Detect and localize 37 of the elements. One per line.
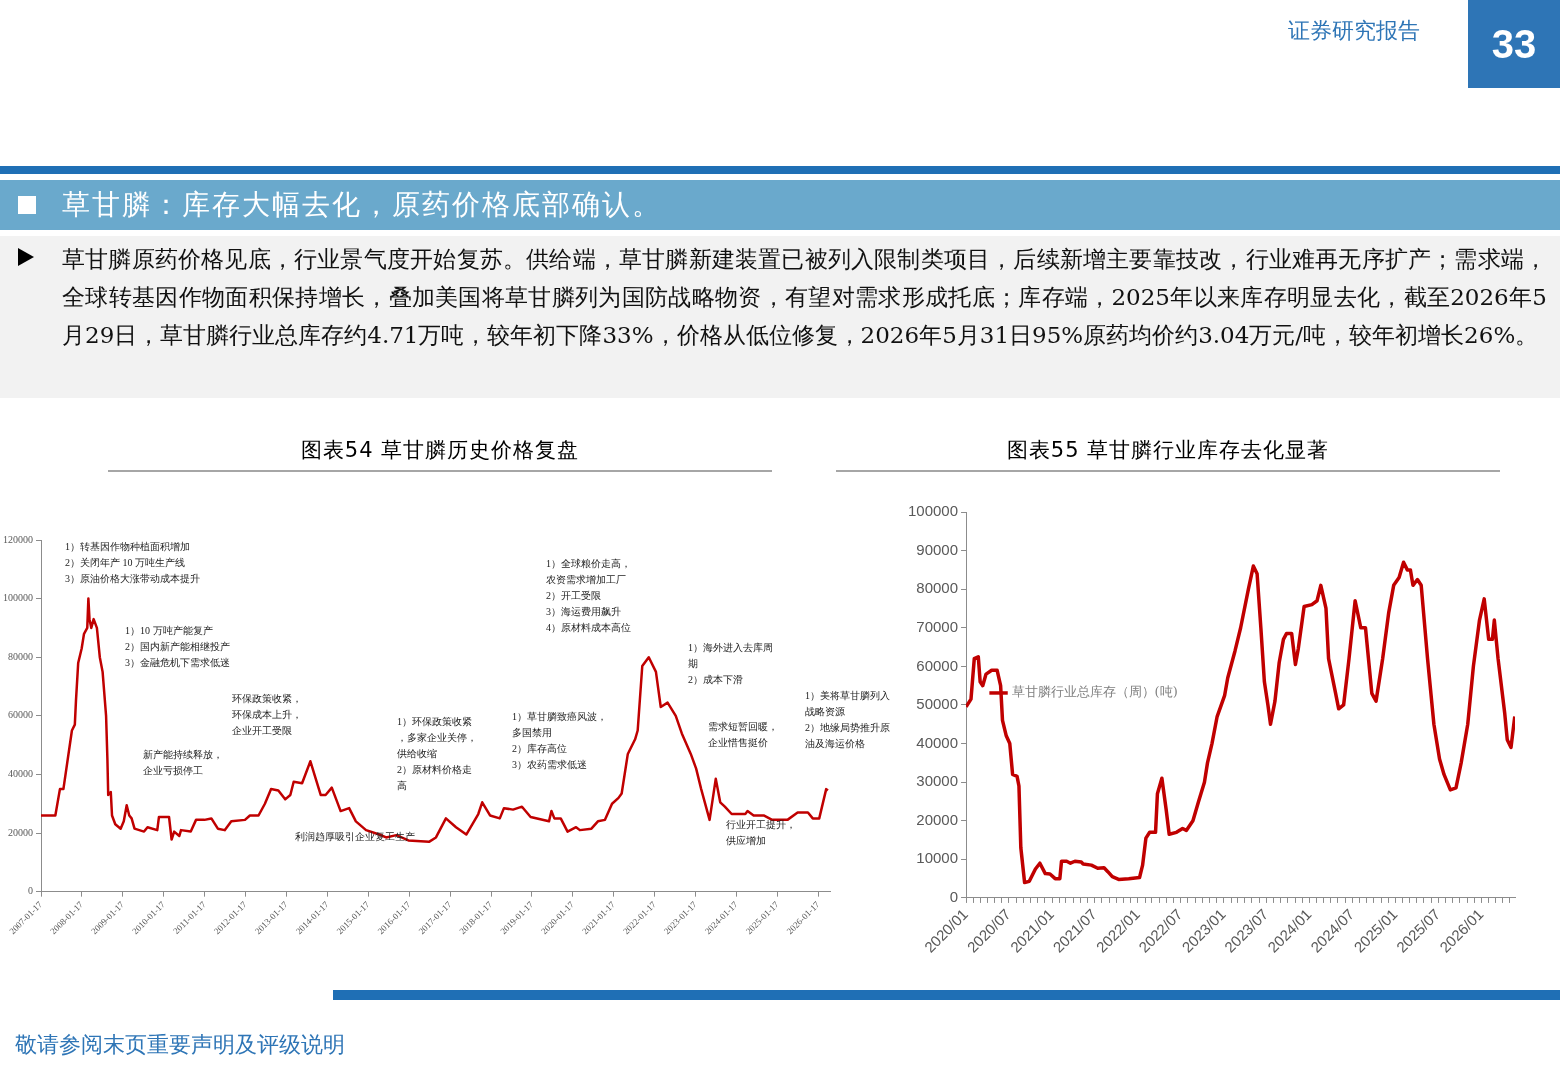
y-tick-label: 60000: [8, 709, 33, 721]
y-tick-label: 100000: [907, 502, 959, 520]
annotation: 1）海外进入去库周期2）成本下滑: [688, 641, 773, 685]
y-tick-label: 30000: [916, 772, 959, 790]
annotation: 行业开工提升，供应增加: [726, 818, 796, 846]
y-tick-label: 90000: [916, 540, 959, 558]
y-tick-label: 70000: [916, 617, 959, 635]
y-tick-label: 100000: [3, 592, 33, 604]
y-tick-label: 20000: [8, 826, 33, 838]
annotation: 1）10 万吨产能复产2）国内新产能相继投产3）金融危机下需求低迷: [125, 624, 230, 668]
text: 33: [1468, 0, 1560, 88]
y-tick-label: 120000: [3, 533, 33, 545]
y-tick-label: 10000: [916, 849, 959, 867]
y-tick-label: 50000: [916, 695, 959, 713]
y-tick-label: 80000: [8, 650, 33, 662]
text: 证券研究报告: [1288, 17, 1420, 45]
annotation: 新产能持续释放，企业亏损停工: [143, 748, 223, 776]
text: 草甘膦：库存大幅去化，原药价格底部确认。: [62, 187, 662, 223]
annotation: 1）全球粮价走高，农资需求增加工厂2）开工受限3）海运费用飙升4）原材料成本高位: [546, 557, 631, 633]
annotation: 1）转基因作物种植面积增加2）关闭年产 10 万吨生产线3）原油价格大涨带动成本提升: [65, 540, 200, 584]
y-tick-label: 60000: [916, 656, 959, 674]
y-tick-label: 0: [949, 888, 959, 906]
annotation: 1）环保政策收紧，多家企业关停，供给收缩2）原材料价格走高: [397, 715, 477, 791]
text: 草甘膦原药价格见底，行业景气度开始复苏。供给端，草甘膦新建装置已被列入限制类项目，后续新增主要靠技改，行业难再无序扩产；需求端，全球转基因作物面积保持增长，叠加美国将草甘膦列为国防战略物资，有望对需求形成托底；库存端，2025年以来库存明显去化，截至2026年5月29日，草甘膦行业总库存约4.71万吨，较年初下降33%，价格从低位修复，2026年5月31日95%原药均价约3.04万元/吨，较年初增长26%。: [62, 245, 1547, 350]
annotation: 需求短暂回暖，企业惜售挺价: [708, 720, 778, 748]
annotation: 环保政策收紧，环保成本上升，企业开工受限: [232, 692, 302, 736]
y-tick-label: 80000: [916, 579, 959, 597]
text: 敬请参阅末页重要声明及评级说明: [15, 1031, 345, 1059]
chart-title: 图表54 草甘膦历史价格复盘: [108, 436, 772, 472]
annotation: 1）草甘膦致癌风波，多国禁用2）库存高位3）农药需求低迷: [512, 710, 607, 770]
legend-label: 草甘膦行业总库存（周）(吨): [1011, 684, 1178, 700]
chart-title: 图表55 草甘膦行业库存去化显著: [836, 436, 1500, 472]
y-tick-label: 40000: [916, 733, 959, 751]
y-tick-label: 40000: [8, 768, 33, 780]
y-tick-label: 20000: [916, 810, 959, 828]
annotation: 1）美将草甘膦列入战略资源2）地缘局势推升原油及海运价格: [805, 689, 890, 749]
y-tick-label: 0: [28, 885, 33, 897]
